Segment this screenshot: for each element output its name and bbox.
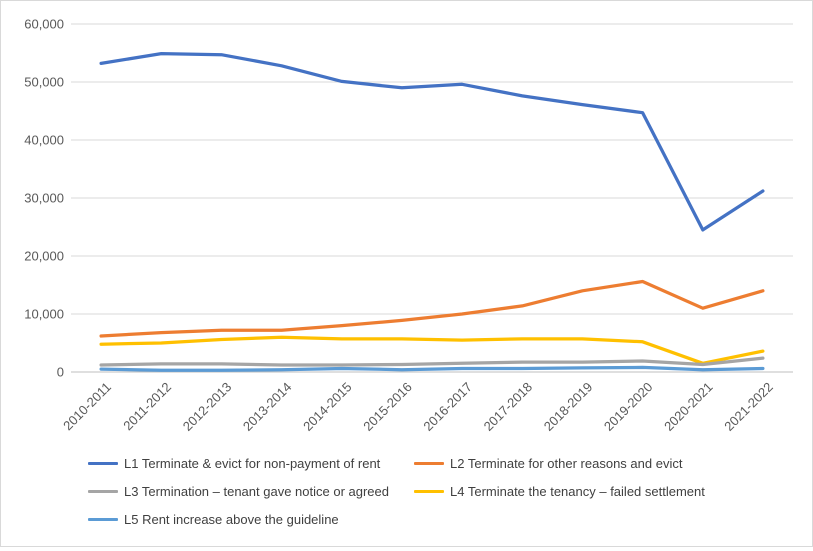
legend-label-l3: L3 Termination – tenant gave notice or a… xyxy=(124,484,389,499)
y-tick-label: 10,000 xyxy=(24,307,64,322)
x-tick-label: 2010-2011 xyxy=(60,379,114,433)
y-tick-label: 30,000 xyxy=(24,191,64,206)
series-line-l3 xyxy=(99,356,765,367)
x-tick-label: 2020-2021 xyxy=(661,379,716,434)
y-tick-label: 50,000 xyxy=(24,75,64,90)
x-tick-label: 2014-2015 xyxy=(300,379,355,434)
legend-swatch-l4 xyxy=(414,490,444,493)
legend-label-l4: L4 Terminate the tenancy – failed settle… xyxy=(450,484,705,499)
legend-swatch-l5 xyxy=(88,518,118,521)
series-line-l2 xyxy=(99,279,765,338)
x-tick-label: 2019-2020 xyxy=(601,379,656,434)
legend-item-l5: L5 Rent increase above the guideline xyxy=(88,512,339,527)
legend-item-l4: L4 Terminate the tenancy – failed settle… xyxy=(414,484,705,499)
y-tick-label: 60,000 xyxy=(24,17,64,32)
x-tick-label: 2021-2022 xyxy=(721,379,776,434)
x-axis-ticks: 2010-2011 2011-2012 2012-2013 2013-2014 2014… xyxy=(60,379,776,434)
legend-label-l1: L1 Terminate & evict for non-payment of … xyxy=(124,456,381,471)
series-lines xyxy=(99,51,765,372)
x-tick-label: 2011-2012 xyxy=(120,379,174,433)
series-line-l5 xyxy=(99,365,765,372)
series-line-l1 xyxy=(99,51,765,232)
legend-item-l1: L1 Terminate & evict for non-payment of … xyxy=(88,456,380,471)
legend-swatch-l2 xyxy=(414,462,444,465)
legend: L1 Terminate & evict for non-payment of … xyxy=(0,448,813,543)
x-tick-label: 2018-2019 xyxy=(541,379,596,434)
series-line-l4 xyxy=(99,335,765,365)
y-axis-ticks: 0 10,000 20,000 30,000 40,000 50,000 60,000 xyxy=(24,17,64,380)
x-tick-label: 2017-2018 xyxy=(481,379,536,434)
legend-item-l3: L3 Termination – tenant gave notice or a… xyxy=(88,484,389,499)
gridlines xyxy=(71,23,793,373)
x-tick-label: 2016-2017 xyxy=(420,379,475,434)
legend-swatch-l3 xyxy=(88,490,118,493)
legend-label-l2: L2 Terminate for other reasons and evict xyxy=(450,456,683,471)
legend-swatch-l1 xyxy=(88,462,118,465)
y-tick-label: 40,000 xyxy=(24,133,64,148)
legend-item-l2: L2 Terminate for other reasons and evict xyxy=(414,456,682,471)
x-tick-label: 2013-2014 xyxy=(240,379,295,434)
x-tick-label: 2012-2013 xyxy=(180,379,235,434)
legend-label-l5: L5 Rent increase above the guideline xyxy=(124,512,339,527)
y-tick-label: 0 xyxy=(57,365,64,380)
y-tick-label: 20,000 xyxy=(24,249,64,264)
x-tick-label: 2015-2016 xyxy=(360,379,415,434)
